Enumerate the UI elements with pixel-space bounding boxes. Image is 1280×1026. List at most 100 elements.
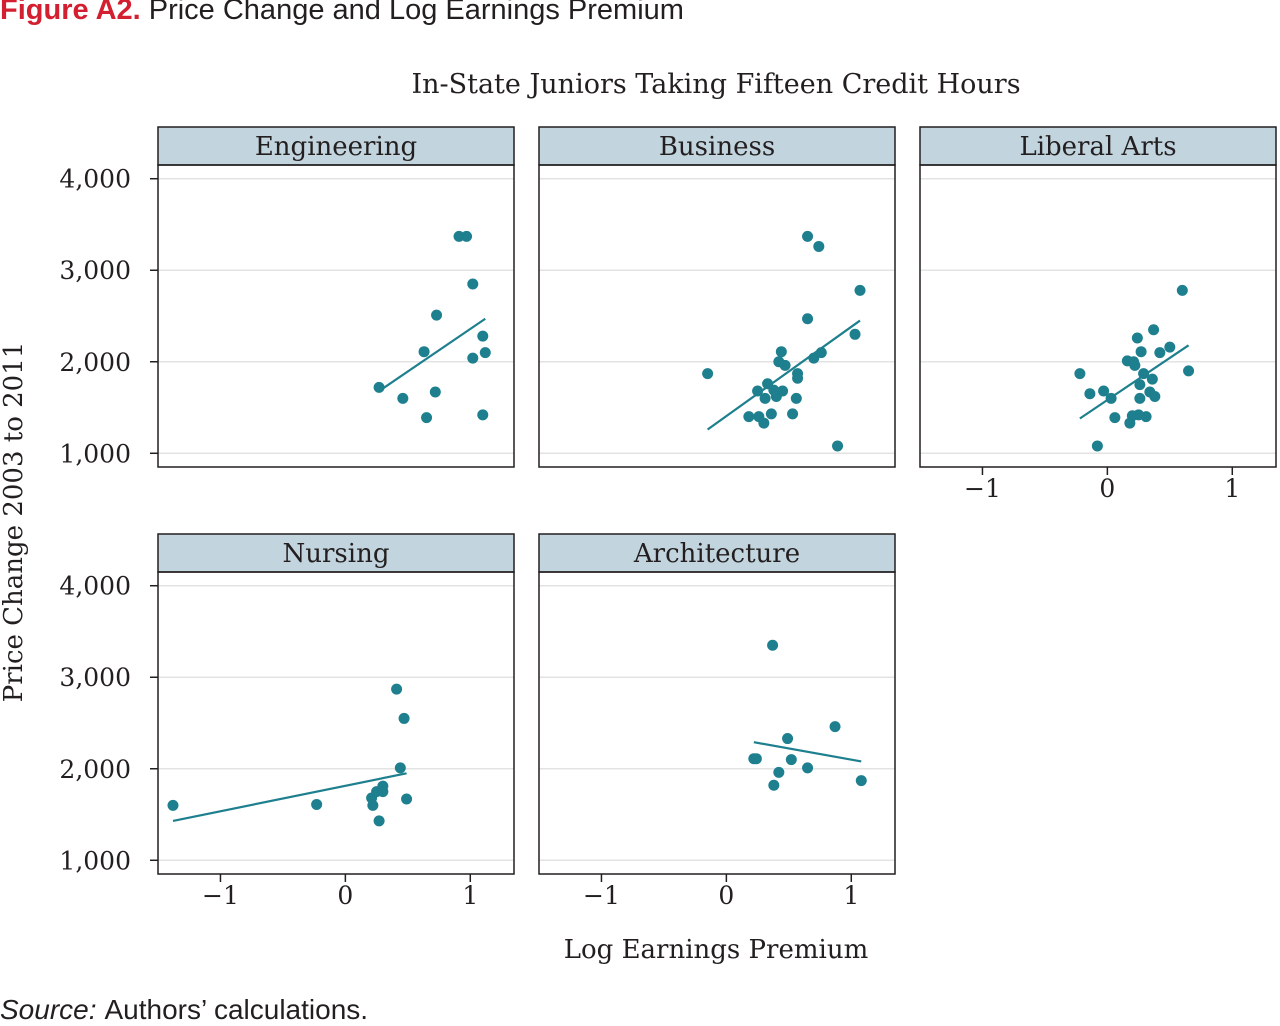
data-point [1154,347,1166,359]
data-point [1135,346,1147,358]
panel-title-business: Business [659,132,775,162]
data-point [1140,411,1152,423]
data-point [418,346,430,358]
scatter-chart: In-State Juniors Taking Fifteen Credit H… [0,69,1277,965]
data-point [790,392,802,404]
data-point [767,639,779,651]
panel-business: Business [538,126,896,468]
x-tick-label: 1 [1224,474,1240,503]
data-point [477,409,489,421]
data-point [782,733,794,745]
data-point [832,440,844,452]
data-point [477,330,489,342]
y-tick-label: 1,000 [59,846,131,875]
x-tick-label: 1 [462,881,478,910]
panel-title-liberal-arts: Liberal Arts [1019,132,1176,162]
fit-line-liberal-arts [1079,344,1190,420]
data-point [1131,332,1143,344]
panel-architecture: Architecture −1 0 1 [538,533,896,910]
fit-line-business [706,319,861,431]
data-point [785,754,797,766]
data-point [775,346,787,358]
data-point [792,372,804,384]
data-point [849,328,861,340]
figure-title-text: Price Change and Log Earnings Premium [148,0,684,26]
data-point [1164,341,1176,353]
y-tick-label: 4,000 [59,572,131,601]
data-point [1084,388,1096,400]
data-point [391,683,403,695]
y-tick-label: 2,000 [59,348,131,377]
data-point [401,793,413,805]
data-point [702,368,714,380]
data-point [167,799,179,811]
panels-group: Engineering 1,000 2,000 3,000 4,000 Business L… [59,126,1277,910]
plot-frame-architecture [538,571,896,875]
y-tick-label: 3,000 [59,663,131,692]
figure-title: Figure A2. Price Change and Log Earnings … [0,0,684,27]
plot-frame-nursing [157,571,515,875]
data-point [461,230,473,242]
data-point [1074,368,1086,380]
fit-line-architecture [753,741,862,763]
data-point [467,352,479,364]
panel-strip-nursing [157,533,515,573]
data-point [802,762,814,774]
data-point [429,386,441,398]
x-tick-label: 0 [1099,474,1115,503]
data-point [765,408,777,420]
data-point [1091,440,1103,452]
data-point [1149,391,1161,403]
data-point [1098,385,1110,397]
panel-liberal-arts: Liberal Arts −1 0 1 [919,126,1277,503]
data-point [421,412,433,424]
data-point [750,753,762,765]
panel-title-nursing: Nursing [283,539,390,569]
panel-title-architecture: Architecture [633,539,800,569]
data-point [829,721,841,733]
source-label: Source: [0,994,97,1025]
data-point [759,392,771,404]
chart-title: In-State Juniors Taking Fifteen Credit H… [411,69,1020,100]
y-axis-title: Price Change 2003 to 2011 [0,342,29,703]
data-point [398,712,410,724]
data-point [1176,284,1188,296]
x-tick-label: −1 [964,474,1001,503]
data-point [777,385,789,397]
data-point [1129,359,1141,371]
panel-title-engineering: Engineering [255,132,417,162]
source-note: Source: Authors’ calculations. [0,994,368,1026]
data-point [1148,324,1160,336]
panel-strip-business [538,126,896,166]
x-tick-label: 0 [718,881,734,910]
data-point [1183,365,1195,377]
fit-line-engineering [378,317,486,392]
data-point [311,798,323,810]
data-point [773,766,785,778]
x-tick-label: 0 [337,881,353,910]
data-point [743,411,755,423]
panel-strip-architecture [538,533,896,573]
data-point [1146,373,1158,385]
panel-nursing: Nursing 1,000 2,000 3,000 4,000 −1 0 1 [59,533,515,910]
plot-frame-engineering [157,164,515,468]
data-point [855,775,867,787]
panel-engineering: Engineering 1,000 2,000 3,000 4,000 [59,126,515,468]
plot-frame-business [538,164,896,468]
fit-line-nursing [172,772,407,822]
data-point [467,278,479,290]
data-point [1109,412,1121,424]
figure-number: Figure A2. [0,0,141,26]
y-tick-label: 4,000 [59,165,131,194]
data-point [367,799,379,811]
x-tick-label: −1 [202,881,239,910]
data-point [768,779,780,791]
data-point [1134,379,1146,391]
data-point [854,284,866,296]
data-point [394,762,406,774]
data-point [802,230,814,242]
panel-strip-liberal-arts [919,126,1277,166]
data-point [479,347,491,359]
y-tick-label: 2,000 [59,755,131,784]
x-axis-title: Log Earnings Premium [564,935,868,965]
